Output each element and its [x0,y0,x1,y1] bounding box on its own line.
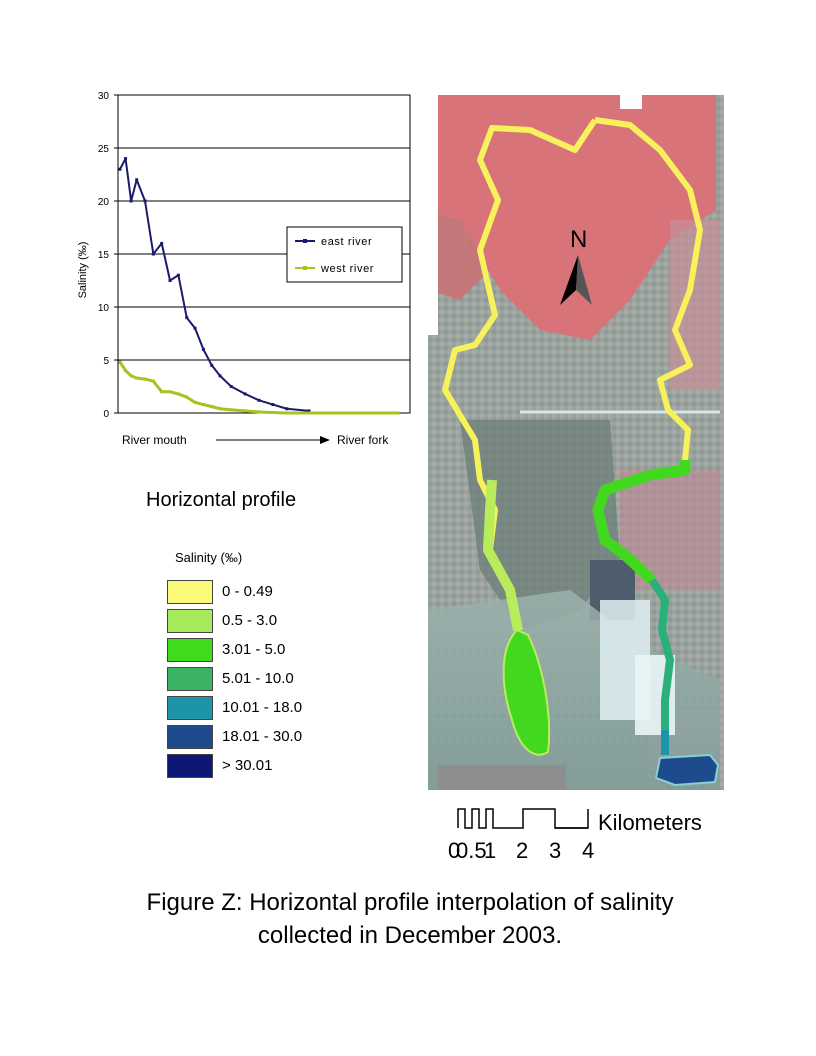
caption-line-1: Figure Z: Horizontal profile interpolati… [146,889,674,916]
series-0-point-2 [129,199,133,203]
salinity-chart: 0 5 10 15 20 25 30 Salinity (‰) east river west r… [77,91,411,447]
y-tick-label-5: 5 [103,356,109,367]
figure-caption: Figure Z: Horizontal profile interpolati… [60,886,760,952]
y-tick-label-10: 10 [98,303,110,314]
series-1-point-2 [129,374,133,378]
series-0-point-3 [135,178,139,182]
series-1-point-12 [210,405,214,409]
series-0-point-0 [118,167,122,171]
series-1-point-13 [218,407,222,411]
series-1-point-10 [193,400,197,404]
series-0-point-16 [257,398,261,402]
y-tick-label-0: 0 [103,409,109,420]
salinity-label-5: 18.01 - 30.0 [222,728,303,745]
scale-tick-1: 1 [484,838,496,863]
series-0-point-8 [176,273,180,277]
salinity-label-2: 3.01 - 5.0 [222,641,286,658]
series-1-point-18 [285,411,289,415]
legend-marker-0 [303,239,307,243]
salinity-swatch-0 [167,580,213,604]
salinity-swatch-5 [167,725,213,749]
north-arrow-label: N [570,226,587,253]
x-axis-left-label: River mouth [122,433,187,447]
salinity-label-4: 10.01 - 18.0 [222,699,303,716]
chart-legend [286,226,403,283]
series-1-point-9 [185,395,189,399]
scale-tick-3: 3 [549,838,561,863]
series-1-point-7 [168,390,172,394]
series-1-point-11 [201,403,205,407]
salinity-label-0: 0 - 0.49 [222,583,273,600]
series-1-point-21 [352,411,356,415]
series-1-point-4 [143,377,147,381]
salinity-label-6: > 30.01 [222,757,273,774]
series-0-point-15 [243,392,247,396]
salinity-swatch-6 [167,754,213,778]
legend-marker-1 [303,266,307,270]
caption-line-2: collected in December 2003. [257,922,563,949]
series-1-point-14 [229,408,233,412]
series-1-point-3 [135,376,139,380]
series-1-point-6 [160,390,164,394]
series-1-point-1 [124,369,128,373]
y-tick-label-25: 25 [98,144,110,155]
salinity-legend-title: Salinity (‰) [175,550,243,565]
series-1-point-23 [396,411,400,415]
salinity-swatch-4 [167,696,213,720]
salinity-swatch-2 [167,638,213,662]
series-0-point-9 [185,316,189,320]
satellite-map: N [420,90,730,790]
scale-tick-4: 4 [582,838,594,863]
series-0-point-14 [229,385,233,388]
series-0-point-13 [218,374,222,378]
y-axis-label: Salinity (‰) [77,242,89,299]
x-axis-right-label: River fork [337,433,389,447]
scale-bar: Kilometers 0 0.5 1 2 3 4 [448,800,718,870]
legend-entry-0: east river [321,236,372,248]
salinity-label-1: 0.5 - 3.0 [222,612,278,629]
series-0-point-1 [124,157,128,161]
series-1-point-16 [257,410,261,414]
series-0-point-11 [201,347,205,351]
series-0-point-18 [285,407,289,411]
series-0-point-10 [193,326,197,330]
scale-unit: Kilometers [598,810,702,835]
series-1-point-22 [374,411,378,415]
scale-tick-2: 2 [516,838,528,863]
y-tick-label-15: 15 [98,250,110,261]
series-0-point-6 [160,241,164,245]
series-1-point-5 [151,379,155,383]
series-0-point-4 [143,199,147,203]
scale-bar-icon [457,808,589,829]
series-1-point-19 [307,411,311,415]
x-axis-arrowhead-icon [320,436,330,444]
scale-tick-0-5: 0.5 [456,838,487,863]
series-line-1 [118,361,398,415]
series-1-point-8 [176,392,180,396]
series-0-point-17 [271,403,275,407]
legend-entry-1: west river [320,263,374,275]
north-arrow-icon [560,255,578,305]
y-tick-label-20: 20 [98,197,110,208]
series-0-point-7 [168,279,172,282]
y-tick-label-30: 30 [98,91,110,102]
series-0-point-12 [210,363,214,367]
series-1-point-0 [118,360,122,364]
salinity-swatch-1 [167,609,213,633]
series-1-point-17 [271,410,275,414]
series-1-point-20 [329,411,333,415]
series-0-point-19 [307,409,311,413]
salinity-label-3: 5.01 - 10.0 [222,670,294,687]
series-0-point-5 [151,252,155,256]
series-line-0 [119,157,310,412]
scale-tick-0: 0 [448,838,460,863]
horizontal-profile-title: Horizontal profile [146,489,297,511]
salinity-swatch-3 [167,667,213,691]
series-1-point-15 [243,409,247,413]
